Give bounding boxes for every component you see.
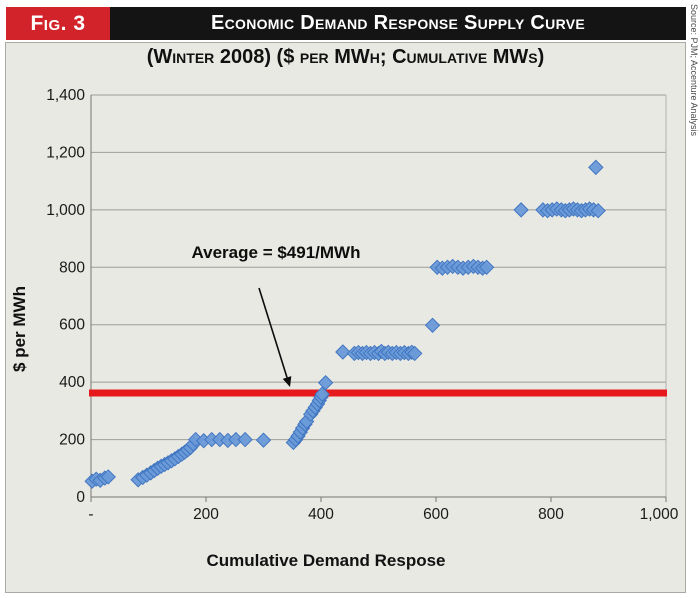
annotation-label: Average = $491/MWh xyxy=(191,243,361,262)
y-axis-title: $ per MWh xyxy=(10,286,29,372)
supply-curve-plot: - 200 400 600 800 1,000 0 200 400 600 800 1,000 1,20… xyxy=(46,87,679,523)
y-tick-label: 800 xyxy=(59,259,85,276)
data-point xyxy=(237,431,253,448)
figure-header: Fig. 3 Economic Demand Response Supply C… xyxy=(6,7,686,40)
data-point xyxy=(590,203,606,219)
source-note: Source: PJM; Accenture Analysis xyxy=(689,4,699,137)
data-point xyxy=(424,317,441,333)
x-tick-label: 800 xyxy=(538,506,564,523)
chart-panel: (Winter 2008) ($ per MWh; Cumulative MWs… xyxy=(5,42,686,593)
y-tick-label: 200 xyxy=(59,432,85,449)
data-point xyxy=(513,202,529,218)
y-tick-label: 1,000 xyxy=(46,202,85,219)
y-tick-label: 400 xyxy=(59,374,85,391)
x-tick-label: 1,000 xyxy=(640,506,679,523)
annotation-arrow-line xyxy=(258,287,288,378)
annotation-arrow-head xyxy=(282,376,292,388)
y-tick-label: 1,400 xyxy=(46,87,85,104)
y-tick-label: 0 xyxy=(76,489,85,506)
data-point xyxy=(298,413,315,430)
x-tick-label: - xyxy=(88,506,93,523)
x-tick-label: 400 xyxy=(308,506,334,523)
data-point xyxy=(407,345,423,362)
data-point xyxy=(255,432,272,448)
data-point xyxy=(478,259,495,275)
figure-tag: Fig. 3 xyxy=(6,7,110,40)
x-axis-title: Cumulative Demand Respose xyxy=(206,551,446,570)
data-point xyxy=(317,375,334,391)
y-tick-label: 1,200 xyxy=(46,144,85,161)
data-point xyxy=(100,469,116,485)
data-point xyxy=(335,344,351,360)
x-tick-label: 600 xyxy=(423,506,449,523)
chart-title: Economic Demand Response Supply Curve xyxy=(110,7,686,40)
data-point xyxy=(314,386,330,402)
data-point xyxy=(588,159,604,176)
chart-subtitle: (Winter 2008) ($ per MWh; Cumulative MWs… xyxy=(146,46,545,68)
y-tick-label: 600 xyxy=(59,317,85,334)
x-tick-label: 200 xyxy=(193,506,219,523)
